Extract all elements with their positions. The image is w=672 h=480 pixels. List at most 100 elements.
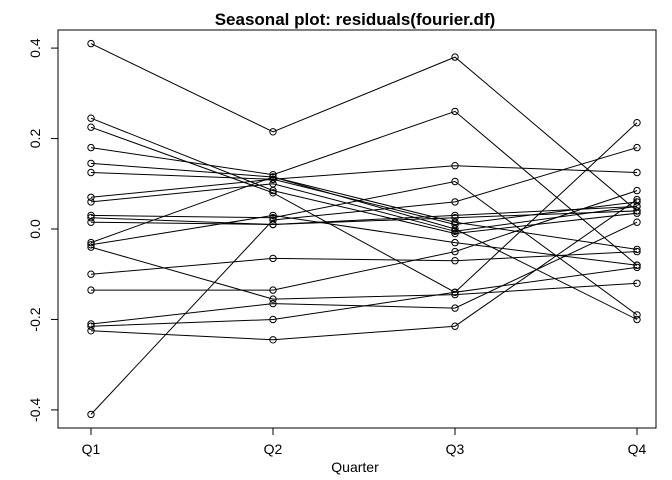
- data-point: [451, 53, 459, 61]
- data-point: [451, 322, 459, 330]
- data-point: [87, 123, 95, 131]
- series-16: [87, 186, 641, 294]
- data-point: [87, 410, 95, 419]
- series-line: [90, 162, 638, 320]
- series-line: [90, 126, 638, 293]
- series-line: [90, 117, 638, 235]
- series-group: [87, 39, 641, 419]
- data-point: [87, 198, 95, 206]
- data-point: [633, 247, 641, 256]
- y-tick-label: 0.4: [27, 38, 43, 58]
- data-point: [633, 279, 641, 287]
- data-point: [87, 39, 95, 48]
- data-point: [87, 218, 95, 226]
- series-line: [90, 122, 638, 327]
- y-axis: -0.4 -0.2 0.0 0.2 0.4: [27, 38, 59, 422]
- data-point: [633, 315, 641, 324]
- data-point: [269, 286, 277, 294]
- chart-title: Seasonal plot: residuals(fourier.df): [215, 10, 496, 29]
- series-14: [87, 243, 641, 303]
- data-point: [451, 257, 459, 265]
- series-line: [90, 251, 638, 275]
- series-19: [87, 195, 641, 344]
- data-point: [633, 168, 641, 177]
- data-point: [451, 218, 459, 226]
- data-point: [87, 322, 95, 330]
- data-point: [87, 327, 95, 335]
- data-point: [87, 143, 95, 152]
- series-line: [90, 214, 638, 266]
- data-point: [269, 299, 277, 308]
- y-tick-label: -0.4: [27, 398, 43, 422]
- data-point: [87, 114, 95, 122]
- data-point: [269, 128, 277, 136]
- data-point: [451, 198, 459, 206]
- data-point: [87, 243, 95, 251]
- data-point: [633, 119, 641, 127]
- data-point: [269, 220, 277, 229]
- data-point: [451, 290, 459, 299]
- series-line: [90, 165, 638, 180]
- series-line: [90, 176, 638, 250]
- data-point: [87, 241, 95, 249]
- series-13: [87, 211, 641, 269]
- data-point: [269, 315, 277, 324]
- data-point: [633, 311, 641, 319]
- series-line: [90, 110, 638, 266]
- data-point: [87, 270, 95, 278]
- data-point: [451, 162, 459, 170]
- data-point: [269, 295, 277, 303]
- y-tick-label: 0.0: [27, 219, 43, 239]
- data-point: [451, 177, 459, 186]
- x-axis-label: Quarter: [331, 459, 379, 475]
- data-point: [633, 218, 641, 226]
- data-point: [87, 159, 95, 168]
- data-point: [269, 171, 277, 179]
- data-point: [451, 227, 459, 236]
- data-point: [269, 175, 277, 184]
- data-point: [451, 247, 459, 256]
- data-point: [633, 143, 641, 152]
- y-tick-label: -0.2: [27, 307, 43, 331]
- data-point: [451, 288, 459, 296]
- data-point: [87, 168, 95, 177]
- series-line: [90, 210, 638, 226]
- data-point: [633, 207, 641, 215]
- x-tick-label: Q3: [446, 441, 465, 457]
- data-point: [87, 193, 95, 202]
- data-point: [87, 238, 95, 247]
- x-tick-label: Q4: [628, 441, 647, 457]
- series-15: [87, 247, 641, 278]
- series-18: [87, 119, 641, 330]
- series-line: [90, 183, 638, 232]
- series-line: [90, 205, 638, 226]
- data-point: [269, 173, 277, 181]
- data-point: [451, 229, 459, 238]
- data-point: [269, 216, 277, 224]
- data-point: [633, 195, 641, 204]
- data-point: [451, 304, 459, 312]
- data-point: [269, 336, 277, 344]
- data-point: [633, 245, 641, 254]
- data-point: [633, 261, 641, 269]
- series-line: [90, 246, 638, 300]
- series-line: [90, 147, 638, 415]
- data-point: [269, 189, 277, 197]
- data-point: [451, 238, 459, 247]
- series-line: [90, 43, 638, 212]
- data-point: [451, 214, 459, 222]
- data-point: [633, 263, 641, 272]
- x-axis: Q1 Q2 Q3 Q4: [82, 427, 647, 457]
- data-point: [633, 186, 641, 195]
- y-tick-label: 0.2: [27, 129, 43, 149]
- series-20: [87, 143, 641, 419]
- data-point: [87, 286, 95, 294]
- data-point: [451, 107, 459, 116]
- series-line: [90, 178, 638, 226]
- series-line: [91, 190, 638, 291]
- x-tick-label: Q2: [264, 441, 283, 457]
- data-point: [269, 254, 277, 263]
- series-line: [90, 199, 638, 341]
